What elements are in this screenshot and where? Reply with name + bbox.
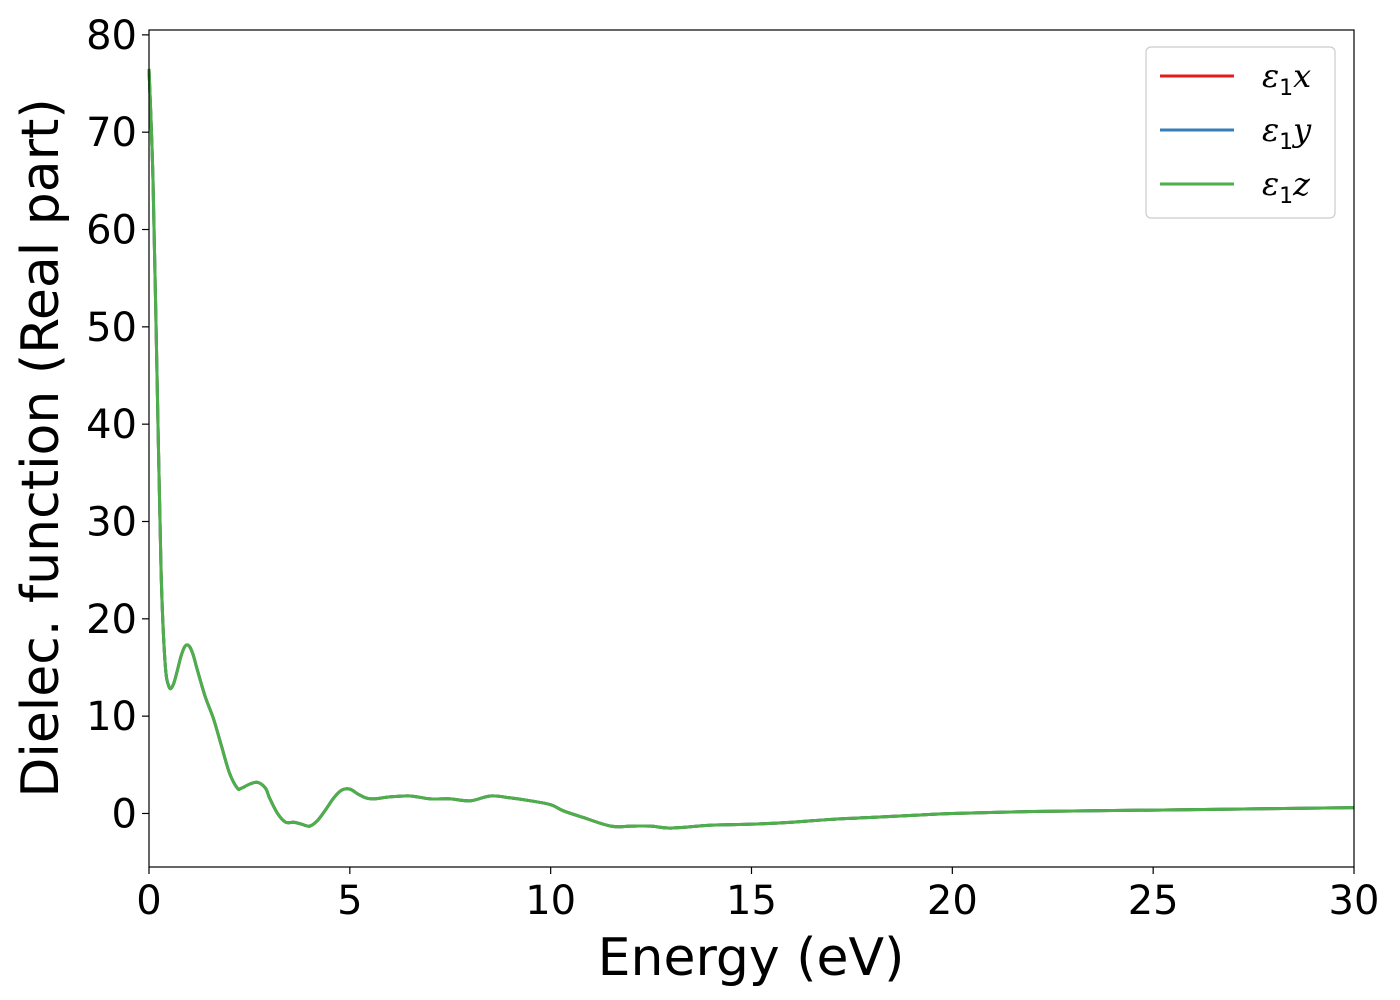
y-tick-label: 0 (112, 791, 137, 837)
legend-label-y: ε1y (1262, 111, 1312, 155)
y-tick-label: 80 (86, 13, 137, 59)
x-tick-label: 5 (337, 878, 362, 924)
series-layer (147, 68, 1355, 830)
legend-frame (1145, 46, 1336, 219)
x-axis-label: Energy (eV) (598, 928, 905, 988)
x-tick-label: 10 (525, 878, 576, 924)
y-tick-label: 50 (86, 305, 137, 351)
y-tick-label: 10 (86, 694, 137, 740)
legend-label-z: ε1z (1262, 165, 1311, 209)
series-line-z (147, 68, 1355, 830)
x-tick-label: 30 (1329, 878, 1380, 924)
x-tick-label: 0 (136, 878, 161, 924)
y-tick-label: 30 (86, 499, 137, 545)
x-axis-ticks: 0 5 10 15 20 25 30 (136, 867, 1379, 924)
y-tick-label: 60 (86, 208, 137, 254)
legend-label-x: ε1x (1262, 57, 1311, 101)
y-tick-label: 70 (86, 110, 137, 156)
x-tick-label: 15 (726, 878, 777, 924)
y-axis-label: Dielec. function (Real part) (11, 98, 71, 797)
x-tick-label: 25 (1128, 878, 1179, 924)
x-tick-label: 20 (927, 878, 978, 924)
y-tick-label: 20 (86, 597, 137, 643)
legend: ε1x ε1y ε1z (1145, 46, 1336, 219)
y-tick-label: 40 (86, 402, 137, 448)
y-axis-ticks: 0 10 20 30 40 50 60 70 80 (86, 13, 149, 837)
